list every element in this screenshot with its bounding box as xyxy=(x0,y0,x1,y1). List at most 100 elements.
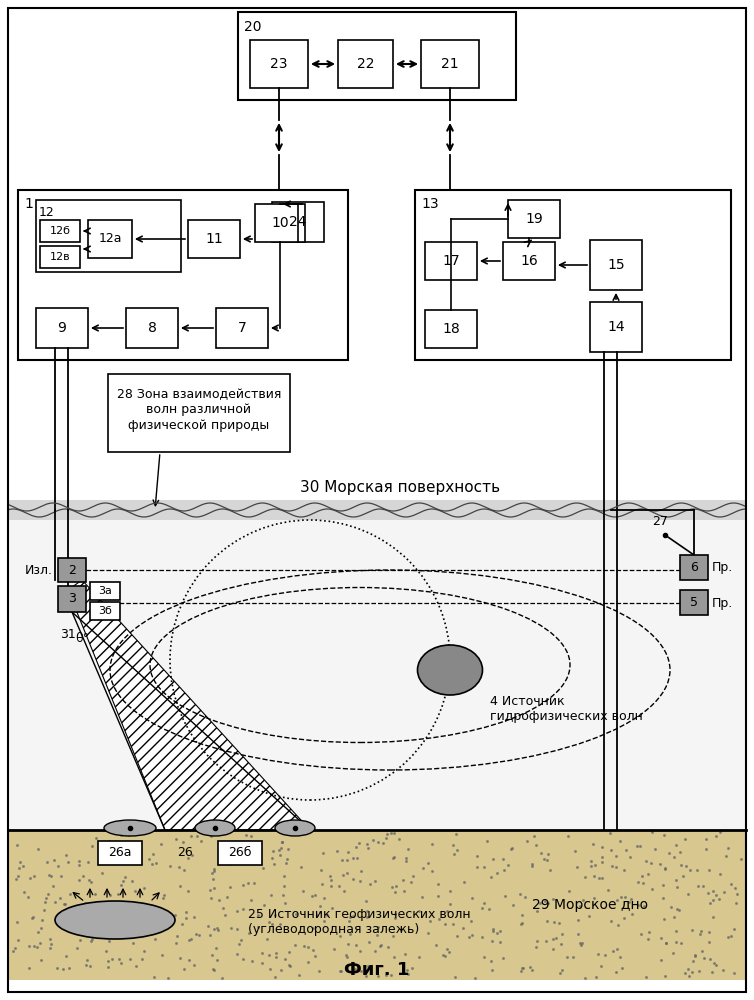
Point xyxy=(231,921,244,937)
Point xyxy=(349,961,361,977)
Point xyxy=(73,853,85,869)
Point xyxy=(208,921,220,937)
Point xyxy=(504,841,516,857)
Point xyxy=(178,961,190,977)
Bar xyxy=(590,302,642,352)
Point xyxy=(516,907,528,923)
Point xyxy=(725,876,737,892)
Point xyxy=(640,853,652,869)
Point xyxy=(605,842,617,858)
Point xyxy=(599,947,611,963)
Point xyxy=(103,833,115,849)
Point xyxy=(283,957,295,973)
Point xyxy=(127,935,139,951)
Text: 14: 14 xyxy=(607,320,625,334)
Point xyxy=(308,920,320,936)
Point xyxy=(207,871,219,887)
Point xyxy=(714,824,726,840)
Point xyxy=(657,877,670,893)
Bar xyxy=(421,40,479,88)
Point xyxy=(657,890,669,906)
Point xyxy=(399,946,411,962)
Point xyxy=(660,968,672,984)
Point xyxy=(596,849,608,865)
Point xyxy=(556,926,568,942)
Point xyxy=(375,937,387,953)
Bar xyxy=(88,220,132,258)
Point xyxy=(102,953,114,969)
Point xyxy=(266,850,278,866)
Point xyxy=(205,828,217,844)
Point xyxy=(338,883,350,899)
Point xyxy=(654,856,666,872)
Point xyxy=(398,883,410,899)
Point xyxy=(129,883,141,899)
Text: 7: 7 xyxy=(238,321,247,335)
Point xyxy=(633,838,645,854)
Point xyxy=(618,862,630,878)
Point xyxy=(72,857,84,873)
Point xyxy=(439,948,451,964)
Point xyxy=(104,852,116,868)
Point xyxy=(124,827,136,843)
Point xyxy=(124,904,136,920)
Point xyxy=(298,938,310,954)
Point xyxy=(497,851,509,867)
Point xyxy=(54,890,66,906)
Point xyxy=(246,953,258,969)
Point xyxy=(615,889,627,905)
Point xyxy=(457,920,469,936)
Point xyxy=(625,891,637,907)
Point xyxy=(529,837,541,853)
Point xyxy=(728,880,740,896)
Point xyxy=(23,960,35,976)
Text: 11: 11 xyxy=(205,232,223,246)
Point xyxy=(605,913,618,929)
Point xyxy=(10,871,22,887)
Point xyxy=(119,915,131,931)
Point xyxy=(431,888,443,904)
Point xyxy=(519,889,531,905)
Point xyxy=(317,913,329,929)
Point xyxy=(136,898,149,914)
Bar xyxy=(40,246,80,268)
Point xyxy=(57,961,69,977)
Point xyxy=(606,858,618,874)
Point xyxy=(380,830,392,846)
Point xyxy=(659,861,671,877)
Point xyxy=(540,933,552,949)
Point xyxy=(657,911,670,927)
Point xyxy=(673,902,685,918)
Text: Фиг. 1: Фиг. 1 xyxy=(345,961,409,979)
Point xyxy=(722,840,734,856)
Point xyxy=(718,884,730,900)
Point xyxy=(71,940,83,956)
Point xyxy=(655,952,667,968)
Point xyxy=(728,965,740,981)
Point xyxy=(91,917,103,933)
Point xyxy=(208,861,220,877)
Point xyxy=(674,844,686,860)
Point xyxy=(211,952,223,968)
Point xyxy=(270,945,282,961)
Point xyxy=(35,952,47,968)
Text: 31: 31 xyxy=(60,628,75,641)
Point xyxy=(225,920,238,936)
Point xyxy=(179,910,192,926)
Point xyxy=(531,903,543,919)
Point xyxy=(535,845,547,861)
Point xyxy=(590,969,602,985)
Point xyxy=(32,841,44,857)
Point xyxy=(574,898,586,914)
Point xyxy=(182,932,195,948)
Point xyxy=(13,860,25,876)
Point xyxy=(416,889,428,905)
Point xyxy=(550,930,562,946)
Point xyxy=(561,949,573,965)
Point xyxy=(619,889,631,905)
Point xyxy=(207,962,219,978)
Point xyxy=(136,951,149,967)
Bar xyxy=(425,310,477,348)
Point xyxy=(163,918,175,934)
Point xyxy=(277,887,289,903)
